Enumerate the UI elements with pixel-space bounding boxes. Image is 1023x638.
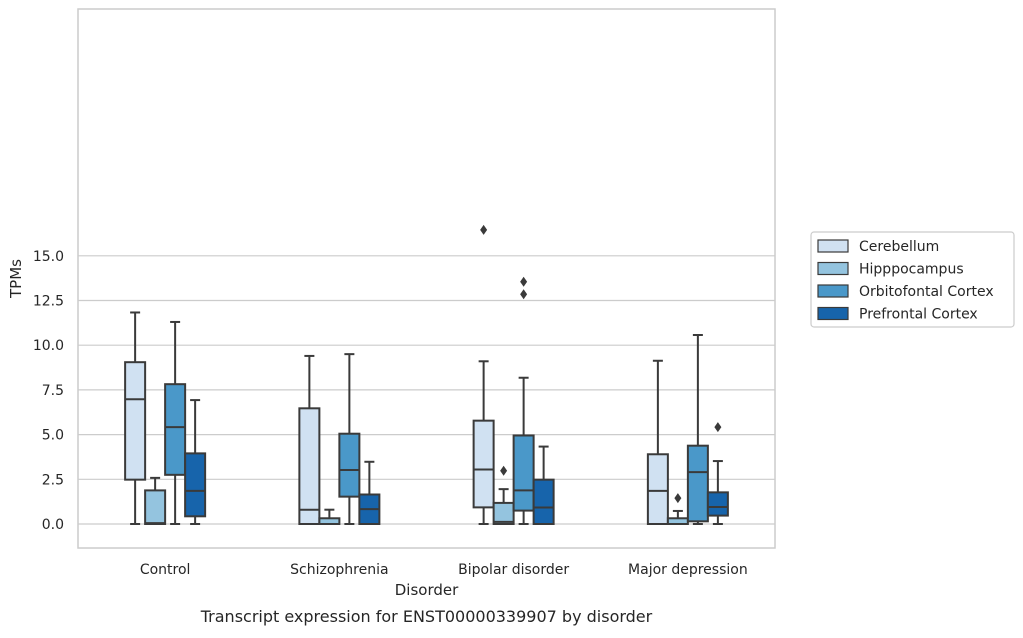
outlier-point [500,465,508,476]
box-layer [124,224,729,526]
y-tick-label: 0.0 [42,517,64,533]
outlier-point [520,276,528,287]
box-hipppocampus [666,493,689,525]
box-prefrontal-cortex [184,399,207,525]
box-orbitofontal-cortex [512,276,535,525]
legend: Cerebellum Hipppocampus Orbitofontal Corte… [810,231,1015,328]
y-tick-label: 5.0 [42,428,64,444]
box-prefrontal-cortex [532,445,555,525]
box-body [124,361,147,481]
legend-swatch [817,261,849,276]
box-cerebellum [298,354,321,526]
x-tick-label: Major depression [628,562,748,578]
box-body [512,434,535,512]
y-tick-label: 12.5 [33,294,64,310]
box-hipppocampus [318,508,341,525]
x-tick-label: Schizophrenia [290,562,388,578]
box-body [184,452,207,518]
box-body [492,501,515,526]
box-body [646,453,669,526]
box-body [686,444,709,523]
legend-label: Prefrontal Cortex [859,307,978,323]
box-body [164,383,187,476]
x-tick-labels: Control Schizophrenia Bipolar disorder Majo… [140,562,748,578]
x-axis-label: Disorder [395,581,459,599]
box-orbitofontal-cortex [686,334,709,525]
box-hipppocampus [492,465,515,526]
y-tick-label: 2.5 [42,472,64,488]
legend-swatch [817,284,849,298]
outlier-point [480,224,488,235]
outlier-point [520,289,528,300]
outlier-point [674,493,682,504]
box-orbitofontal-cortex [164,320,187,525]
box-cerebellum [646,359,669,526]
legend-swatch [817,239,849,253]
box-prefrontal-cortex [706,422,729,525]
legend-label: Orbitofontal Cortex [859,284,994,300]
y-axis-label: TPMs [7,259,25,299]
legend-label: Cerebellum [859,239,939,255]
box-orbitofontal-cortex [338,353,361,525]
y-tick-label: 7.5 [42,383,64,399]
legend-label: Hipppocampus [859,262,964,278]
outlier-point [714,422,722,433]
box-body [298,407,321,526]
box-cerebellum [124,311,147,525]
box-body [706,491,729,517]
box-body [144,489,167,525]
x-tick-label: Bipolar disorder [458,562,569,578]
box-body [338,432,361,498]
chart-title: Transcript expression for ENST0000033990… [200,607,653,626]
legend-frame [810,231,1015,328]
box-body [532,478,555,525]
box-hipppocampus [144,476,167,525]
y-tick-label: 10.0 [33,338,64,354]
y-tick-label: 15.0 [33,249,64,265]
x-tick-label: Control [140,562,191,578]
box-cerebellum [472,224,495,525]
y-tick-labels: 0.0 2.5 5.0 7.5 10.0 12.5 15.0 [33,249,64,533]
legend-swatch [817,306,849,321]
box-body [472,419,495,509]
plot-frame [77,8,776,549]
box-prefrontal-cortex [358,460,381,525]
